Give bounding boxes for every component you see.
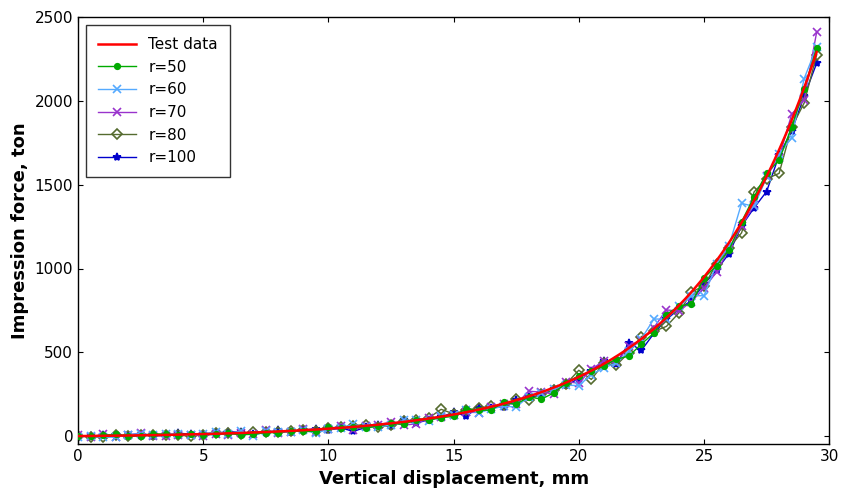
- r=80: [548, 388, 558, 394]
- r=60: [298, 427, 309, 433]
- r=100: [812, 60, 822, 66]
- Test data: [695, 278, 706, 284]
- r=50: [273, 430, 283, 436]
- r=50: [298, 429, 309, 435]
- r=80: [73, 433, 83, 439]
- Test data: [812, 49, 822, 55]
- r=50: [812, 45, 822, 51]
- r=80: [211, 430, 221, 436]
- Y-axis label: Impression force, ton: Impression force, ton: [11, 122, 29, 339]
- r=50: [211, 431, 221, 437]
- r=70: [211, 431, 221, 437]
- r=80: [812, 52, 822, 58]
- r=70: [73, 432, 83, 438]
- Line: r=50: r=50: [76, 45, 819, 439]
- r=70: [323, 426, 333, 432]
- r=100: [73, 434, 83, 440]
- r=60: [211, 429, 221, 435]
- r=60: [73, 434, 83, 440]
- r=60: [336, 425, 346, 431]
- r=50: [336, 425, 346, 431]
- r=80: [273, 430, 283, 436]
- Test data: [525, 393, 536, 399]
- r=100: [261, 430, 271, 436]
- r=70: [548, 391, 558, 397]
- Test data: [73, 433, 83, 439]
- Test data: [513, 397, 523, 403]
- r=80: [336, 424, 346, 430]
- r=60: [323, 427, 333, 433]
- r=100: [198, 432, 208, 438]
- r=60: [548, 386, 558, 392]
- Test data: [742, 210, 752, 216]
- r=70: [336, 423, 346, 429]
- r=50: [86, 433, 96, 439]
- r=50: [323, 424, 333, 430]
- Line: r=80: r=80: [75, 51, 820, 440]
- r=80: [298, 427, 309, 433]
- r=100: [286, 429, 296, 435]
- r=50: [73, 433, 83, 439]
- r=60: [273, 429, 283, 435]
- Line: r=100: r=100: [74, 59, 821, 441]
- r=80: [98, 434, 108, 440]
- r=100: [536, 392, 547, 398]
- r=100: [323, 427, 333, 433]
- Line: Test data: Test data: [78, 52, 817, 436]
- Test data: [76, 433, 86, 439]
- r=70: [812, 29, 822, 35]
- r=70: [298, 427, 309, 433]
- Legend: Test data, r=50, r=60, r=70, r=80, r=100: Test data, r=50, r=60, r=70, r=80, r=100: [86, 25, 230, 177]
- r=70: [110, 434, 121, 440]
- r=50: [548, 390, 558, 396]
- Line: r=60: r=60: [74, 43, 821, 442]
- r=60: [98, 434, 108, 440]
- r=100: [311, 426, 321, 432]
- Test data: [510, 398, 520, 404]
- r=70: [273, 430, 283, 436]
- Line: r=70: r=70: [74, 28, 821, 442]
- X-axis label: Vertical displacement, mm: Vertical displacement, mm: [319, 470, 589, 488]
- r=80: [323, 426, 333, 432]
- r=60: [812, 44, 822, 50]
